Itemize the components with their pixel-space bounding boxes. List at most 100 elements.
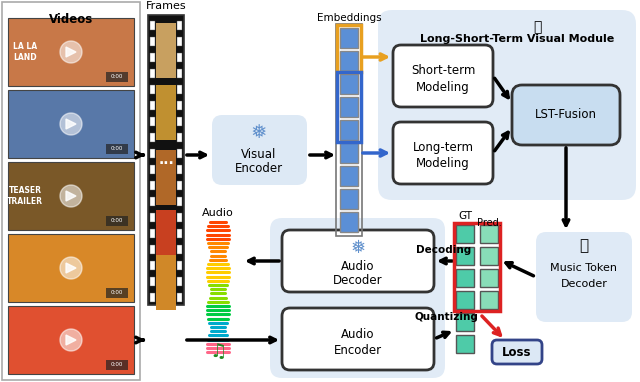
Bar bbox=[148, 15, 184, 305]
Bar bbox=[337, 72, 361, 142]
Text: Modeling: Modeling bbox=[416, 81, 470, 94]
Text: Embeddings: Embeddings bbox=[317, 13, 381, 23]
Text: Decoding: Decoding bbox=[417, 245, 472, 255]
Text: ...: ... bbox=[158, 153, 174, 167]
Text: Encoder: Encoder bbox=[334, 343, 382, 356]
Bar bbox=[2, 2, 140, 380]
Text: ❅: ❅ bbox=[251, 123, 267, 142]
Bar bbox=[150, 245, 155, 254]
Bar bbox=[340, 166, 358, 186]
Polygon shape bbox=[66, 335, 76, 345]
Bar bbox=[156, 85, 176, 140]
Bar bbox=[150, 21, 155, 30]
Bar bbox=[150, 53, 155, 62]
FancyBboxPatch shape bbox=[492, 340, 542, 364]
Bar bbox=[150, 213, 155, 222]
Circle shape bbox=[60, 329, 82, 351]
Bar bbox=[150, 149, 155, 158]
Text: Audio: Audio bbox=[341, 259, 375, 272]
Text: 0:00: 0:00 bbox=[111, 147, 123, 152]
Text: 0:00: 0:00 bbox=[111, 74, 123, 79]
Bar bbox=[177, 277, 182, 286]
FancyBboxPatch shape bbox=[282, 230, 434, 292]
Text: Long-term: Long-term bbox=[413, 141, 474, 154]
Polygon shape bbox=[66, 263, 76, 273]
Bar bbox=[177, 213, 182, 222]
Text: 🔥: 🔥 bbox=[533, 20, 541, 34]
Bar bbox=[177, 117, 182, 126]
Bar bbox=[456, 291, 474, 309]
Text: LA LA
LAND: LA LA LAND bbox=[13, 42, 37, 62]
Bar bbox=[340, 74, 358, 94]
Text: 0:00: 0:00 bbox=[111, 363, 123, 367]
FancyBboxPatch shape bbox=[270, 218, 445, 378]
Bar bbox=[340, 212, 358, 232]
Bar bbox=[480, 291, 498, 309]
Bar bbox=[340, 97, 358, 117]
FancyBboxPatch shape bbox=[536, 232, 632, 322]
Bar bbox=[150, 197, 155, 206]
Bar bbox=[456, 313, 474, 331]
Bar bbox=[156, 210, 176, 265]
Text: Short-term: Short-term bbox=[411, 65, 475, 78]
Text: Modeling: Modeling bbox=[416, 157, 470, 170]
Bar bbox=[156, 255, 176, 310]
Text: Videos: Videos bbox=[49, 13, 93, 26]
Text: Audio: Audio bbox=[341, 327, 375, 340]
FancyBboxPatch shape bbox=[393, 122, 493, 184]
Circle shape bbox=[60, 257, 82, 279]
FancyBboxPatch shape bbox=[212, 115, 307, 185]
Text: Decoder: Decoder bbox=[333, 274, 383, 286]
Bar bbox=[177, 261, 182, 270]
Bar bbox=[177, 101, 182, 110]
Bar bbox=[454, 223, 500, 311]
Bar bbox=[177, 21, 182, 30]
Text: 0:00: 0:00 bbox=[111, 290, 123, 296]
Bar bbox=[480, 247, 498, 265]
Text: Long-Short-Term Visual Module: Long-Short-Term Visual Module bbox=[420, 34, 614, 44]
Bar bbox=[340, 120, 358, 140]
Bar bbox=[340, 28, 358, 48]
Bar bbox=[150, 117, 155, 126]
Bar bbox=[8, 306, 134, 374]
Text: 🔥: 🔥 bbox=[579, 238, 589, 254]
Bar bbox=[456, 225, 474, 243]
Bar bbox=[336, 24, 362, 236]
Bar bbox=[150, 37, 155, 46]
Bar bbox=[106, 144, 128, 154]
Text: Visual: Visual bbox=[241, 149, 276, 162]
Bar bbox=[177, 133, 182, 142]
Bar bbox=[8, 90, 134, 158]
Bar bbox=[150, 293, 155, 302]
Bar bbox=[150, 229, 155, 238]
Text: LST-Fusion: LST-Fusion bbox=[535, 108, 597, 121]
Text: Decoder: Decoder bbox=[561, 279, 607, 289]
FancyBboxPatch shape bbox=[512, 85, 620, 145]
Bar bbox=[106, 360, 128, 370]
Bar bbox=[480, 269, 498, 287]
Bar bbox=[150, 133, 155, 142]
Bar bbox=[156, 23, 176, 78]
Bar bbox=[177, 293, 182, 302]
Bar bbox=[177, 53, 182, 62]
Text: GT: GT bbox=[458, 211, 472, 221]
Text: ❅: ❅ bbox=[351, 239, 365, 257]
Bar bbox=[340, 51, 358, 71]
Bar bbox=[177, 181, 182, 190]
Bar bbox=[106, 288, 128, 298]
Polygon shape bbox=[66, 191, 76, 201]
FancyBboxPatch shape bbox=[393, 45, 493, 107]
Text: Pred.: Pred. bbox=[477, 218, 501, 228]
Bar bbox=[106, 72, 128, 82]
Text: Music Token: Music Token bbox=[550, 263, 618, 273]
Bar bbox=[150, 277, 155, 286]
Bar bbox=[150, 165, 155, 174]
Circle shape bbox=[60, 185, 82, 207]
Bar bbox=[150, 85, 155, 94]
Bar bbox=[456, 269, 474, 287]
FancyBboxPatch shape bbox=[282, 308, 434, 370]
Circle shape bbox=[60, 41, 82, 63]
Bar bbox=[456, 335, 474, 353]
Bar bbox=[177, 85, 182, 94]
Text: 0:00: 0:00 bbox=[111, 219, 123, 223]
